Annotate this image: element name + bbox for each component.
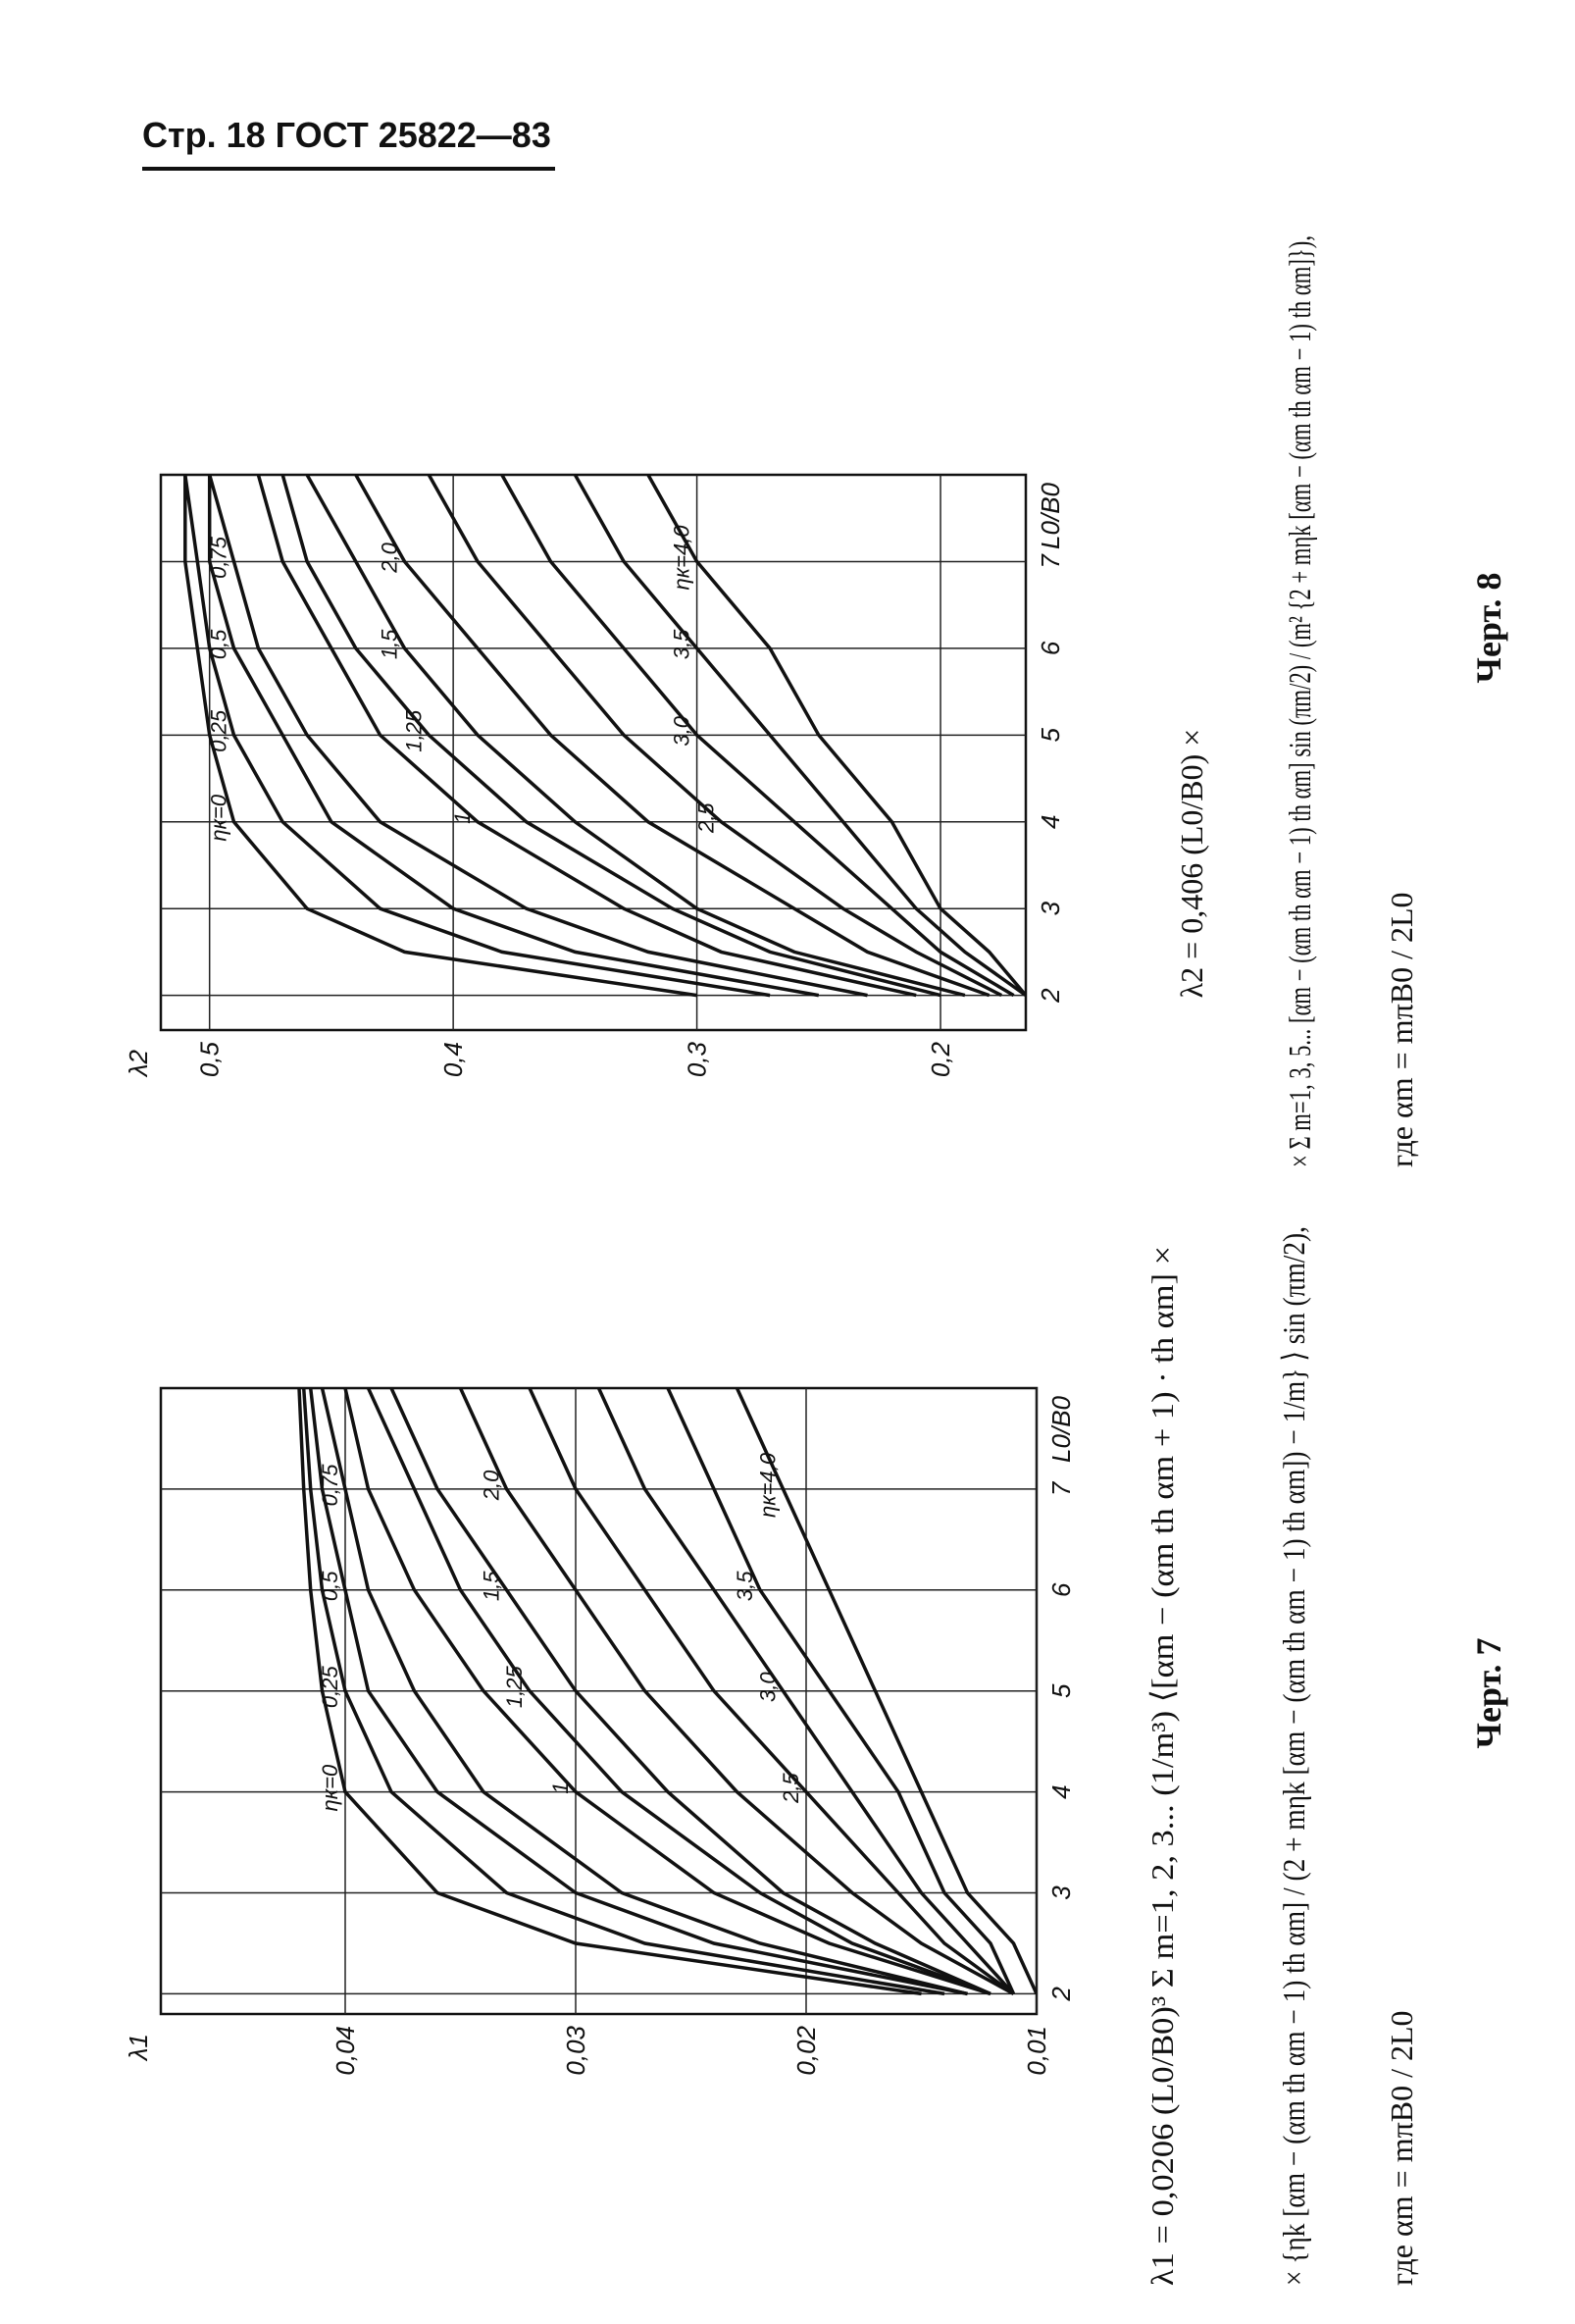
curve (354, 475, 991, 998)
formula-line: где αm = mπB0 / 2L0 (1384, 2010, 1419, 2286)
chart: 2 3 4 5 6 7 0,2 0,3 0,4 0,5 λ2 L0/B0 ηк=0 0,25 0,5 0,75… (124, 473, 1065, 1078)
curve-label: 3,5 (733, 1571, 757, 1601)
x-tick-label: 2 (1046, 1987, 1076, 2002)
formula-line: × {ηk [αm − (αm th αm − 1) th αm] / (2 +… (1276, 1226, 1311, 2286)
y-tick-label: 0,02 (791, 2025, 821, 2075)
curve (301, 1388, 945, 1996)
curve (389, 1388, 991, 1996)
y-tick-label: 0,03 (561, 2025, 590, 2075)
y-tick-label: 0,3 (683, 1041, 712, 1077)
curve-label: 1 (450, 812, 475, 824)
x-tick-label: 7 (1036, 553, 1065, 569)
curve-label: 3,0 (756, 1672, 781, 1702)
curve-label: 1 (548, 1782, 573, 1793)
x-tick-label: 3 (1036, 901, 1065, 915)
formula-line-group: где αm = mπB0 / 2L0 (1384, 892, 1419, 1167)
x-tick-label: 2 (1036, 988, 1065, 1004)
curve (280, 475, 941, 998)
curve (208, 475, 868, 998)
curve-label: 0,25 (318, 1666, 342, 1709)
curve-label: 1,25 (401, 709, 426, 752)
page-header: Стр. 18 ГОСТ 25822—83 (142, 115, 551, 155)
curve-label: 2,0 (377, 542, 401, 573)
curve (528, 1388, 1015, 1995)
curve-label: 1,5 (480, 1571, 504, 1601)
curve (366, 1388, 991, 1996)
curve (343, 1388, 991, 1996)
y-tick-label: 0,04 (330, 2026, 360, 2076)
curve-label: 2,5 (693, 802, 718, 834)
curve-label: ηк=4,0 (756, 1452, 781, 1518)
curve-label: 0,5 (207, 629, 231, 659)
x-tick-label: 6 (1046, 1582, 1076, 1597)
formula-line: λ1 = 0,0206 (L0/B0)³ Σ m=1, 2, 3... (1/m… (1144, 1246, 1180, 2286)
x-tick-label: 4 (1046, 1784, 1076, 1798)
curve (458, 1388, 1015, 1995)
formula-line-group: λ1 = 0,0206 (L0/B0)³ Σ m=1, 2, 3... (1/m… (1144, 1246, 1180, 2286)
x-axis-label: L0/B0 (1046, 1395, 1076, 1462)
curves (183, 475, 1026, 998)
caption-group: Черт. 8 (1469, 573, 1508, 684)
curve-label: 0,75 (318, 1464, 342, 1507)
formula-line-group: × Σ m=1, 3, 5... [αm − (αm th αm − 1) th… (1282, 235, 1317, 1167)
curve (183, 475, 697, 998)
curve (500, 475, 1015, 998)
curve-label: ηк=4,0 (670, 525, 694, 591)
curve-label: 3,5 (670, 629, 694, 659)
x-tick-label: 7 (1046, 1480, 1076, 1496)
caption-group: Черт. 7 (1469, 1638, 1508, 1749)
curve (183, 475, 771, 998)
x-tick-label: 4 (1036, 815, 1065, 829)
formula-line-group: × {ηk [αm − (αm th αm − 1) th αm] / (2 +… (1276, 1226, 1311, 2286)
curve-label: 3,0 (670, 715, 694, 746)
x-axis-label: L0/B0 (1036, 482, 1065, 548)
caption: Черт. 8 (1469, 573, 1508, 684)
y-tick-label: 0,4 (438, 1042, 468, 1077)
curve (735, 1388, 1037, 1995)
y-axis-label: λ2 (124, 1049, 153, 1078)
y-tick-label: 0,01 (1022, 2026, 1051, 2076)
formula-line: × Σ m=1, 3, 5... [αm − (αm th αm − 1) th… (1282, 235, 1317, 1167)
formula-line-group: λ2 = 0,406 (L0/B0) × (1174, 729, 1209, 999)
curve (308, 1388, 968, 1996)
curve (256, 475, 917, 998)
curve (305, 475, 966, 998)
curves (297, 1388, 1037, 1996)
curve-label: 2,0 (480, 1470, 504, 1501)
curve-label: 0,75 (207, 536, 231, 579)
y-axis-label: λ1 (124, 2034, 153, 2062)
curve (596, 1388, 1015, 1995)
formula-line-group: где αm = mπB0 / 2L0 (1384, 2010, 1419, 2286)
curve-label: ηк=0 (207, 794, 231, 841)
chart: 2 3 4 5 6 7 0,01 0,02 0,03 0,04 λ1 L0/B0 ηк=0 0,25 0,5… (124, 1386, 1076, 2076)
x-tick-label: 5 (1046, 1683, 1076, 1698)
curve (297, 1388, 922, 1996)
x-tick-label: 5 (1036, 728, 1065, 743)
formula-line: где αm = mπB0 / 2L0 (1384, 892, 1419, 1167)
curve-label: 0,5 (318, 1571, 342, 1601)
caption: Черт. 7 (1469, 1638, 1508, 1749)
curve (666, 1388, 1016, 1995)
plot-frame (159, 1386, 1039, 2016)
y-tick-label: 0,2 (926, 1041, 955, 1077)
curve-label: 1,5 (377, 629, 401, 659)
x-tick-label: 6 (1036, 641, 1065, 655)
curve-label: 2,5 (779, 1773, 803, 1804)
curve-label: ηк=0 (318, 1764, 342, 1811)
curve (207, 475, 820, 998)
curve (646, 475, 1026, 997)
curve (573, 475, 1026, 998)
curve-label: 0,25 (207, 709, 231, 752)
curve (427, 475, 1002, 998)
curve-label: 1,25 (502, 1666, 527, 1709)
curve (320, 1388, 968, 1996)
y-tick-label: 0,5 (195, 1041, 225, 1077)
formula-line: λ2 = 0,406 (L0/B0) × (1174, 729, 1209, 999)
x-tick-label: 3 (1046, 1885, 1076, 1900)
plot-frame (159, 473, 1028, 1032)
